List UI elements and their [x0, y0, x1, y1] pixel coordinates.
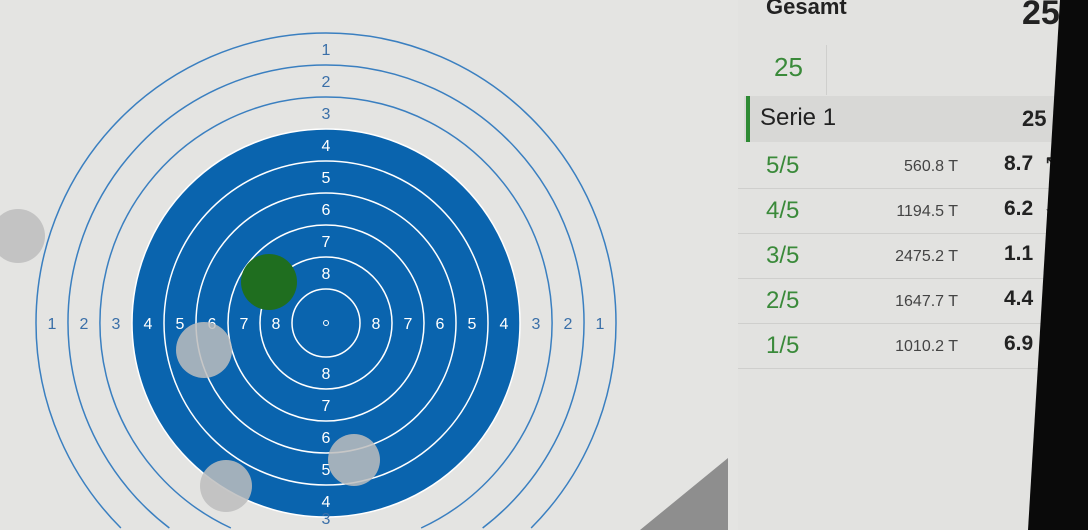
target-center — [323, 320, 329, 326]
ring-label: 8 — [322, 266, 331, 283]
shot-number: 3/5 — [766, 242, 800, 269]
ring-label: 3 — [322, 511, 331, 528]
shot-time: 1647.7 T — [895, 293, 958, 310]
shot-time: 1194.5 T — [896, 203, 958, 220]
ring-label: 8 — [322, 366, 331, 383]
ring-label: 7 — [322, 398, 331, 415]
ring-5 — [163, 160, 489, 486]
ring-8 — [259, 256, 393, 390]
ring-9 — [291, 288, 361, 358]
series-active-indicator — [746, 96, 750, 142]
ring-label: 1 — [322, 42, 331, 59]
ring-label: 6 — [322, 202, 331, 219]
shot-score: 4.4 — [1004, 287, 1034, 310]
ring-1 — [35, 32, 617, 529]
shot-score: 6.9 — [1004, 332, 1034, 355]
shooting-target: 111222333344445555666677778888 — [0, 32, 617, 529]
ring-label: 6 — [436, 316, 445, 333]
ring-3 — [99, 96, 553, 529]
ring-label: 3 — [532, 316, 541, 333]
ring-label: 5 — [322, 170, 331, 187]
shot-marker — [328, 434, 380, 486]
divider — [826, 45, 827, 95]
shot-number: 5/5 — [766, 152, 800, 179]
shot-score: 6.2 — [1004, 197, 1034, 220]
latest-shot-marker — [241, 254, 297, 310]
ring-4 — [131, 128, 521, 518]
shot-score: 8.7 — [1004, 152, 1034, 175]
ring-label: 4 — [322, 494, 331, 511]
ring-label: 2 — [80, 316, 89, 333]
ring-label: 6 — [322, 430, 331, 447]
ring-label: 7 — [404, 316, 413, 333]
ring-label: 5 — [176, 316, 185, 333]
shot-number: 1/5 — [766, 332, 800, 359]
series-label: Serie 1 — [760, 104, 837, 131]
ring-label: 3 — [322, 106, 331, 123]
shot-time: 560.8 T — [904, 158, 958, 175]
shot-marker — [200, 460, 252, 512]
target-black — [132, 129, 520, 517]
ring-label: 1 — [596, 316, 605, 333]
ring-label: 7 — [322, 234, 331, 251]
ring-label: 1 — [48, 316, 57, 333]
shot-marker — [176, 322, 232, 378]
series-value: 25 — [1022, 106, 1047, 131]
ring-label: 4 — [500, 316, 509, 333]
total-label: Gesamt — [766, 0, 847, 19]
ring-7 — [227, 224, 425, 422]
ring-label: 8 — [372, 316, 381, 333]
ring-label: 2 — [322, 74, 331, 91]
ring-label: 3 — [112, 316, 121, 333]
ring-label: 8 — [272, 316, 281, 333]
series-row[interactable]: Serie 1 25 — [744, 96, 1084, 142]
ring-label: 7 — [240, 316, 249, 333]
ring-label: 5 — [322, 462, 331, 479]
shot-time: 2475.2 T — [895, 248, 958, 265]
ring-6 — [195, 192, 457, 454]
shot-number: 2/5 — [766, 287, 800, 314]
sub-total[interactable]: 25 — [774, 52, 803, 82]
shot-time: 1010.2 T — [895, 338, 958, 355]
ring-label: 4 — [144, 316, 153, 333]
shot-score: 1.1 — [1004, 242, 1034, 265]
ring-label: 4 — [322, 138, 331, 155]
ring-2 — [67, 64, 585, 529]
shot-marker — [0, 209, 45, 263]
ring-label: 5 — [468, 316, 477, 333]
total-value: 25 — [1022, 0, 1060, 32]
shot-number: 4/5 — [766, 197, 800, 224]
ring-label: 2 — [564, 316, 573, 333]
